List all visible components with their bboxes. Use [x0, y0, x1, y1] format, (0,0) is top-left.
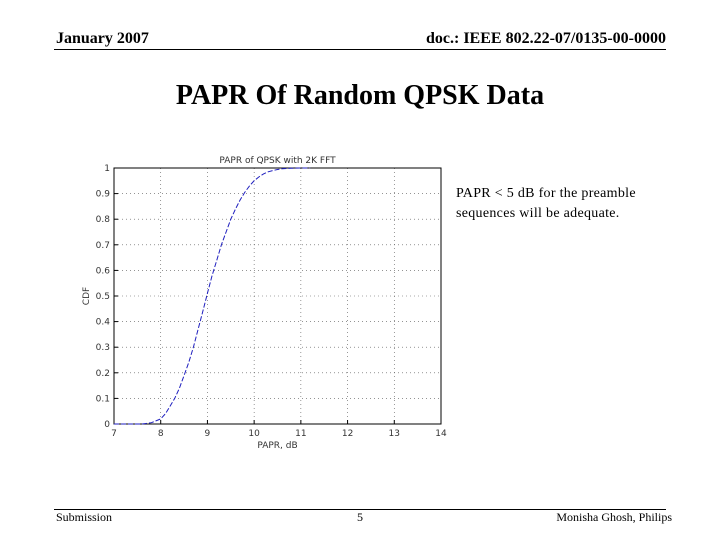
chart-grid [114, 168, 441, 424]
y-tick-label: 0.9 [96, 190, 111, 200]
plot-frame [113, 167, 442, 425]
footer-page-number: 5 [357, 510, 363, 524]
footer-submission: Submission [56, 510, 113, 524]
y-axis-label: CDF [82, 287, 92, 305]
header-date: January 2007 [56, 30, 149, 47]
y-tick-label: 0.4 [96, 318, 111, 328]
chart-title: PAPR of QPSK with 2K FFT [219, 156, 336, 166]
x-tick-label: 11 [295, 429, 306, 439]
x-tick-label: 10 [248, 429, 260, 439]
y-tick-label: 0.3 [96, 343, 110, 353]
y-tick-label: 0.1 [96, 394, 110, 404]
x-tick-label: 9 [205, 429, 211, 439]
series-line-cdf [114, 167, 311, 425]
y-tick-label: 0.2 [96, 369, 110, 379]
x-tick-label: 7 [111, 429, 117, 439]
y-tick-label: 1 [104, 164, 110, 174]
footer-author: Monisha Ghosh, Philips [556, 510, 672, 524]
y-tick-label: 0.7 [96, 241, 110, 251]
chart-ticks: 7 8 9 10 11 12 13 14 0 0.1 0.2 0.3 0.4 0.5 0.6 0.7 0.8 0.… [96, 164, 447, 439]
header-divider [54, 49, 666, 50]
x-tick-label: 13 [389, 429, 400, 439]
x-tick-label: 14 [435, 429, 447, 439]
y-tick-label: 0.8 [96, 215, 111, 225]
y-tick-label: 0.6 [96, 266, 111, 276]
x-tick-label: 8 [158, 429, 164, 439]
x-tick-label: 12 [342, 429, 353, 439]
slide-title: PAPR Of Random QPSK Data [175, 80, 545, 111]
header-doc-id: doc.: IEEE 802.22-07/0135-00-0000 [426, 30, 666, 47]
cdf-chart-svg: 7 8 9 10 11 12 13 14 0 0.1 0.2 0.3 0.4 0.5 0.6 0.7 0.8 0.… [82, 156, 447, 451]
y-tick-label: 0 [104, 420, 110, 430]
cdf-chart: 7 8 9 10 11 12 13 14 0 0.1 0.2 0.3 0.4 0.5 0.6 0.7 0.8 0.… [74, 146, 454, 461]
y-tick-label: 0.5 [96, 292, 110, 302]
x-axis-label: PAPR, dB [257, 441, 297, 451]
slide-note: PAPR < 5 dB for the preamble sequences w… [456, 186, 636, 221]
footer-divider [54, 509, 666, 510]
